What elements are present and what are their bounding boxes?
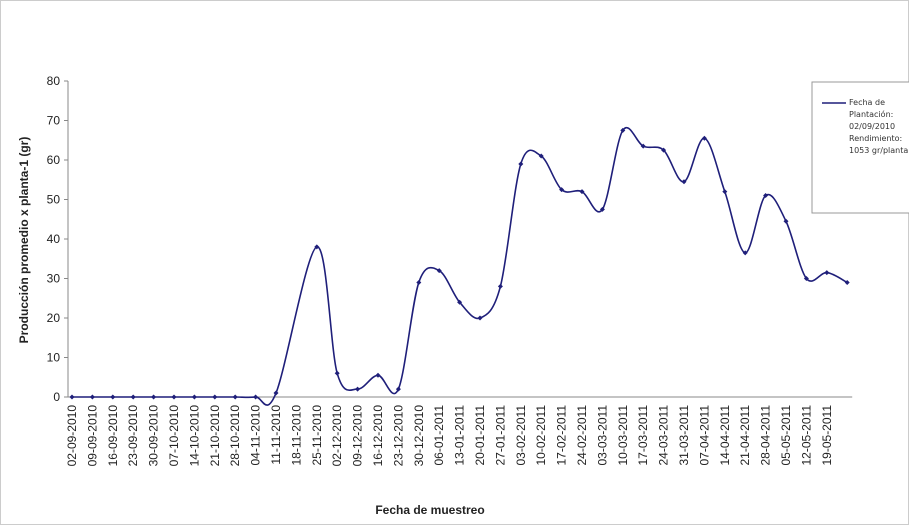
x-tick-label: 31-03-2011 xyxy=(677,405,691,466)
data-point xyxy=(681,179,687,185)
y-tick-label: 20 xyxy=(47,311,61,325)
data-point xyxy=(375,372,381,378)
x-tick-label: 24-03-2011 xyxy=(657,405,671,466)
x-tick-label: 23-12-2010 xyxy=(391,405,405,467)
data-point xyxy=(457,299,463,305)
x-tick-label: 02-09-2010 xyxy=(65,405,79,467)
x-tick-label: 20-01-2011 xyxy=(473,405,487,466)
data-point xyxy=(212,394,218,400)
data-point xyxy=(232,394,238,400)
series-line xyxy=(72,127,848,406)
data-point xyxy=(722,189,728,195)
data-point xyxy=(538,153,544,159)
x-tick-label: 10-03-2011 xyxy=(616,405,630,466)
data-point xyxy=(110,394,116,400)
x-tick-label: 13-01-2011 xyxy=(453,405,467,466)
data-point xyxy=(763,193,769,199)
y-tick-label: 40 xyxy=(47,232,61,246)
data-point xyxy=(599,206,605,212)
data-point xyxy=(559,187,565,193)
x-tick-label: 19-05-2011 xyxy=(820,405,834,466)
x-tick-label: 18-11-2010 xyxy=(289,405,303,466)
x-tick-label: 24-02-2011 xyxy=(575,405,589,466)
data-point xyxy=(355,386,361,392)
x-tick-label: 11-11-2010 xyxy=(269,405,283,465)
data-point xyxy=(436,268,442,274)
y-tick-label: 10 xyxy=(47,351,61,365)
x-tick-label: 07-04-2011 xyxy=(697,405,711,466)
data-point xyxy=(191,394,197,400)
x-tick-label: 02-12-2010 xyxy=(330,405,344,467)
data-point xyxy=(171,394,177,400)
data-point xyxy=(334,370,340,376)
y-tick-label: 60 xyxy=(47,153,61,167)
data-point xyxy=(416,279,422,285)
x-tick-label: 16-12-2010 xyxy=(371,405,385,467)
x-tick-label: 21-04-2011 xyxy=(738,405,752,466)
legend-label: Fecha de Plantación: 02/09/2010 Rendimie… xyxy=(849,98,909,155)
x-tick-label: 06-01-2011 xyxy=(432,405,446,466)
data-point xyxy=(497,283,503,289)
data-point xyxy=(701,135,707,141)
x-tick-label: 16-09-2010 xyxy=(106,405,120,467)
x-tick-label: 07-10-2010 xyxy=(167,405,181,467)
x-tick-label: 09-09-2010 xyxy=(85,405,99,467)
legend xyxy=(811,81,909,214)
data-point xyxy=(273,390,279,396)
data-point xyxy=(477,315,483,321)
data-point xyxy=(742,250,748,256)
y-tick-label: 70 xyxy=(47,114,61,128)
data-point xyxy=(395,386,401,392)
data-point xyxy=(661,147,667,153)
data-point xyxy=(89,394,95,400)
x-tick-label: 10-02-2011 xyxy=(534,405,548,466)
x-tick-label: 21-10-2010 xyxy=(208,405,222,467)
x-tick-label: 14-04-2011 xyxy=(718,405,732,466)
data-point xyxy=(253,394,259,400)
x-tick-label: 05-05-2011 xyxy=(779,405,793,466)
x-tick-label: 14-10-2010 xyxy=(187,405,201,467)
data-point xyxy=(783,218,789,224)
x-tick-label: 27-01-2011 xyxy=(493,405,507,466)
x-tick-label: 09-12-2010 xyxy=(351,405,365,467)
data-point xyxy=(69,394,75,400)
data-point xyxy=(803,276,809,281)
x-tick-label: 17-02-2011 xyxy=(555,405,569,466)
data-point xyxy=(151,394,157,400)
data-point xyxy=(518,161,524,167)
y-tick-label: 0 xyxy=(53,390,60,404)
x-tick-label: 12-05-2011 xyxy=(799,405,813,466)
data-point xyxy=(314,244,320,250)
x-tick-label: 25-11-2010 xyxy=(310,405,324,466)
x-tick-label: 03-02-2011 xyxy=(514,405,528,466)
x-tick-label: 30-12-2010 xyxy=(412,405,426,467)
data-point xyxy=(130,394,136,400)
x-tick-label: 23-09-2010 xyxy=(126,405,140,467)
x-tick-label: 17-03-2011 xyxy=(636,405,650,466)
y-tick-label: 30 xyxy=(47,272,61,286)
x-tick-label: 28-04-2011 xyxy=(759,405,773,466)
data-point xyxy=(620,127,626,133)
x-tick-label: 28-10-2010 xyxy=(228,405,242,467)
x-tick-label: 03-03-2011 xyxy=(595,405,609,466)
y-tick-label: 50 xyxy=(47,193,61,207)
data-point xyxy=(824,270,830,276)
data-point xyxy=(640,143,646,149)
x-tick-label: 04-11-2010 xyxy=(249,405,263,466)
data-point xyxy=(844,279,850,285)
x-axis-label: Fecha de muestreo xyxy=(375,503,484,517)
legend-text-box: Fecha de Plantación: 02/09/2010 Rendimie… xyxy=(849,98,909,155)
data-point xyxy=(579,189,585,195)
x-tick-label: 30-09-2010 xyxy=(147,405,161,467)
y-tick-label: 80 xyxy=(47,74,61,88)
y-axis-label: Producción promedio x planta-1 (gr) xyxy=(17,137,31,344)
